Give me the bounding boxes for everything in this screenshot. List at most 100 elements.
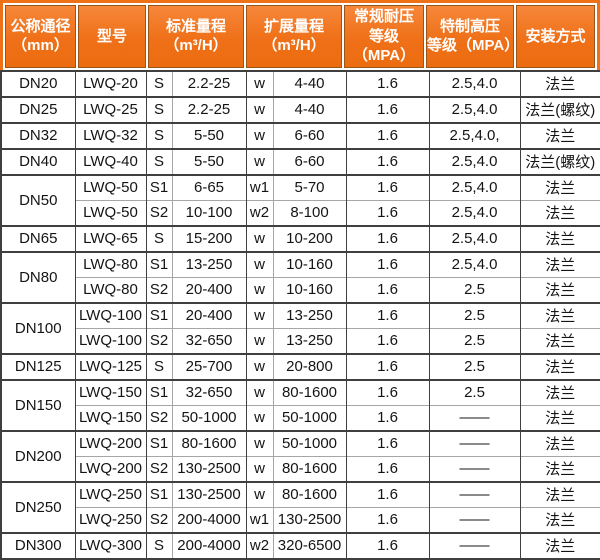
cell-nominal-diameter: DN150 [1, 378, 75, 431]
cell-nominal-diameter: DN20 [1, 69, 75, 97]
cell-nominal-diameter: DN300 [1, 531, 75, 559]
cell-standard-range-code: S2 [145, 199, 172, 226]
cell-extended-range-code: w [245, 455, 273, 482]
cell-standard-pressure: 1.6 [345, 250, 429, 277]
cell-standard-pressure: 1.6 [345, 69, 429, 97]
cell-high-pressure: 2.5,4.0 [428, 69, 520, 97]
cell-extended-range-value: 13-250 [272, 301, 346, 328]
spec-table-header: 公称通径 （mm） 型号 标准量程 （m³/H） 扩展量程 （m³/H） 常规耐… [0, 0, 600, 70]
cell-standard-range-value: 130-2500 [171, 480, 246, 507]
cell-standard-pressure: 1.6 [345, 404, 429, 431]
cell-standard-pressure: 1.6 [345, 301, 429, 328]
cell-high-pressure: 2.5 [428, 327, 520, 354]
cell-install-method: 法兰 [519, 224, 600, 252]
cell-install-method: 法兰 [519, 429, 600, 456]
cell-install-method: 法兰 [519, 250, 600, 277]
table-row: DN200 LWQ-200 S1 80-1600 w 50-1000 1.6 —— 法兰 [1, 429, 600, 482]
cell-install-method: 法兰 [519, 352, 600, 380]
cell-standard-range-value: 2.2-25 [171, 95, 246, 123]
cell-high-pressure: —— [428, 506, 520, 533]
table-row: DN100 LWQ-100 S1 20-400 w 13-250 1.6 2.5 法兰 [1, 301, 600, 354]
cell-standard-pressure: 1.6 [345, 506, 429, 533]
table-row: LWQ-80 S2 20-400 w 10-160 1.6 2.5 法兰 [1, 276, 600, 303]
header-extended-range: 扩展量程 （m³/H） [246, 5, 342, 68]
header-high-pressure-line2: 等级（MPA） [427, 37, 520, 55]
cell-extended-range-value: 80-1600 [272, 378, 346, 405]
cell-standard-range-value: 32-650 [171, 378, 246, 405]
table-row: LWQ-50 S2 10-100 w2 8-100 1.6 2.5,4.0 法兰 [1, 199, 600, 226]
cell-model: LWQ-100 [74, 327, 146, 354]
cell-high-pressure: 2.5,4.0 [428, 199, 520, 226]
header-nominal-diameter-line1: 公称通径 [10, 17, 71, 35]
cell-model: LWQ-250 [74, 480, 146, 507]
table-row: DN250 LWQ-250 S1 130-2500 w 80-1600 1.6 —— 法兰 [1, 480, 600, 533]
cell-high-pressure: —— [428, 455, 520, 482]
table-row: LWQ-250 S2 200-4000 w1 130-2500 1.6 —— 法兰 [1, 506, 600, 533]
header-standard-pressure-line1: 常规耐压 [353, 8, 414, 25]
cell-high-pressure: 2.5,4.0 [428, 173, 520, 200]
cell-nominal-diameter: DN65 [1, 224, 75, 252]
cell-high-pressure: —— [428, 480, 520, 507]
cell-standard-range-code: S [145, 121, 172, 149]
header-extended-range-line2: （m³/H） [262, 37, 326, 55]
cell-high-pressure: 2.5,4.0 [428, 250, 520, 277]
cell-extended-range-value: 5-70 [272, 173, 346, 200]
cell-nominal-diameter: DN250 [1, 480, 75, 533]
cell-extended-range-value: 8-100 [272, 199, 346, 226]
cell-extended-range-code: w [245, 429, 273, 456]
header-standard-range-line1: 标准量程 [165, 17, 226, 35]
cell-standard-pressure: 1.6 [345, 276, 429, 303]
cell-standard-pressure: 1.6 [345, 121, 429, 149]
cell-standard-range-code: S [145, 531, 172, 559]
cell-model: LWQ-20 [74, 69, 146, 97]
cell-model: LWQ-100 [74, 301, 146, 328]
cell-standard-pressure: 1.6 [345, 224, 429, 252]
cell-standard-range-code: S2 [145, 404, 172, 431]
cell-model: LWQ-80 [74, 276, 146, 303]
cell-extended-range-code: w [245, 301, 273, 328]
cell-extended-range-code: w [245, 69, 273, 97]
cell-install-method: 法兰 [519, 404, 600, 431]
cell-standard-range-code: S [145, 352, 172, 380]
cell-standard-range-value: 80-1600 [171, 429, 246, 456]
cell-high-pressure: —— [428, 531, 520, 559]
cell-extended-range-value: 4-40 [272, 69, 346, 97]
cell-high-pressure: 2.5 [428, 301, 520, 328]
cell-model: LWQ-40 [74, 147, 146, 175]
cell-model: LWQ-150 [74, 404, 146, 431]
cell-standard-range-code: S1 [145, 429, 172, 456]
cell-standard-range-value: 50-1000 [171, 404, 246, 431]
cell-standard-pressure: 1.6 [345, 480, 429, 507]
cell-model: LWQ-50 [74, 199, 146, 226]
header-standard-range-line2: （m³/H） [164, 37, 228, 55]
header-high-pressure: 特制高压 等级（MPA） [426, 5, 520, 68]
cell-install-method: 法兰 [519, 455, 600, 482]
header-high-pressure-line1: 特制高压 [439, 17, 500, 35]
cell-standard-range-code: S [145, 147, 172, 175]
cell-standard-range-code: S [145, 95, 172, 123]
cell-standard-pressure: 1.6 [345, 173, 429, 200]
cell-install-method: 法兰 [519, 173, 600, 200]
header-nominal-diameter: 公称通径 （mm） [5, 5, 76, 68]
header-model-line1: 型号 [96, 27, 127, 45]
cell-extended-range-value: 13-250 [272, 327, 346, 354]
cell-model: LWQ-250 [74, 506, 146, 533]
cell-high-pressure: 2.5 [428, 352, 520, 380]
cell-install-method: 法兰 [519, 69, 600, 97]
cell-high-pressure: —— [428, 429, 520, 456]
cell-standard-range-value: 6-65 [171, 173, 246, 200]
cell-extended-range-value: 10-200 [272, 224, 346, 252]
cell-extended-range-code: w [245, 147, 273, 175]
cell-standard-range-value: 200-4000 [171, 506, 246, 533]
cell-standard-range-value: 10-100 [171, 199, 246, 226]
cell-standard-pressure: 1.6 [345, 147, 429, 175]
cell-extended-range-code: w1 [245, 506, 273, 533]
cell-nominal-diameter: DN80 [1, 250, 75, 303]
table-row: DN65 LWQ-65 S 15-200 w 10-200 1.6 2.5,4.0 法兰 [1, 224, 600, 252]
cell-extended-range-code: w [245, 95, 273, 123]
cell-extended-range-code: w2 [245, 199, 273, 226]
cell-model: LWQ-300 [74, 531, 146, 559]
cell-standard-range-code: S1 [145, 301, 172, 328]
cell-standard-range-code: S2 [145, 327, 172, 354]
header-standard-pressure: 常规耐压 等级（MPA） [344, 5, 424, 68]
